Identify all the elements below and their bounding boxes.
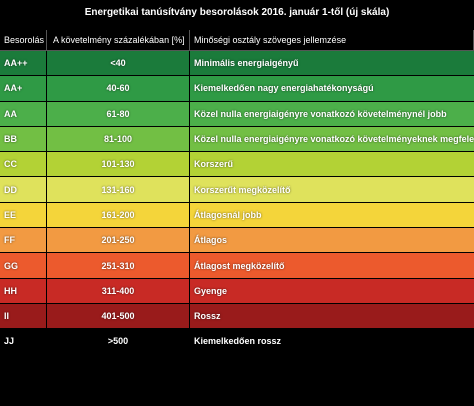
table-cell: 81-100 [47,126,190,152]
table-cell: 131-160 [47,177,190,202]
table-cell: BB [0,126,47,152]
table-cell: Közel nulla energiaigényre vonatkozó köv… [194,108,447,119]
table-row: FF 201-250 Átlagos [0,228,474,254]
table-cell: Korszerűt megközelítő [194,184,291,195]
header-cell: A követelmény százalékában [%] [47,30,190,50]
table-cell: Kiemelkedően rossz [194,336,282,347]
table-cell: Átlagost megközelítő [194,260,285,271]
table-cell: AA+ [0,76,47,101]
table-cell: JJ [0,329,47,354]
table-cell: Korszerű [194,159,234,170]
table-cell: AA [0,101,47,126]
table-row: HH 311-400 Gyenge [0,278,474,304]
table-cell: >500 [47,329,190,354]
table-row: II 401-500 Rossz [0,303,474,330]
table-cell: Gyenge [194,285,228,296]
table-row: CC 101-130 Korszerű [0,152,474,178]
table-cell: 161-200 [47,202,190,228]
table-cell: 311-400 [47,278,190,303]
table-cell: HH [0,278,47,303]
table-cell: Közel nulla energiaigényre vonatkozó köv… [194,134,474,145]
table-row: JJ >500 Kiemelkedően rossz [0,329,474,355]
title: Energetikai tanúsítvány besorolások 2016… [84,7,390,18]
table-cell: AA++ [0,51,47,76]
table-cell: 40-60 [47,76,190,101]
header-cell: Besorolás [0,30,47,50]
table-cell: 201-250 [47,228,190,253]
table-row: EE 161-200 Átlagosnál jobb [0,202,474,229]
table-cell: Átlagos [194,235,228,246]
table-cell: 101-130 [47,152,190,177]
table-cell: Minimális energiaigényű [194,58,299,69]
table-cell: Rossz [194,311,221,322]
table-cell: EE [0,202,47,228]
table-row: DD 131-160 Korszerűt megközelítő [0,177,474,203]
table-row: AA 61-80 Közel nulla energiaigényre vonatk… [0,101,474,127]
table-row: AA++ <40 Minimális energiaigényű [0,51,474,77]
header-row: Besorolás A követelmény százalékában [%] M… [0,30,474,51]
table-cell: II [0,303,47,329]
table-cell: Átlagosnál jobb [194,209,262,220]
table-cell: DD [0,177,47,202]
table-row: BB 81-100 Közel nulla energiaigényre vonat… [0,126,474,153]
table: Besorolás A követelmény százalékában [%] M… [0,30,474,355]
table-cell: FF [0,228,47,253]
table-cell: GG [0,253,47,278]
table-row: GG 251-310 Átlagost megközelítő [0,253,474,279]
table-cell: 401-500 [47,303,190,329]
table-cell: CC [0,152,47,177]
table-cell: 61-80 [47,101,190,126]
table-cell: 251-310 [47,253,190,278]
table-cell: Kiemelkedően nagy energiahatékonyságú [194,83,374,94]
table-cell: <40 [47,51,190,76]
header-cell: Minőségi osztály szöveges jellemzése [190,30,474,50]
table-row: AA+ 40-60 Kiemelkedően nagy energiahatékon… [0,76,474,102]
